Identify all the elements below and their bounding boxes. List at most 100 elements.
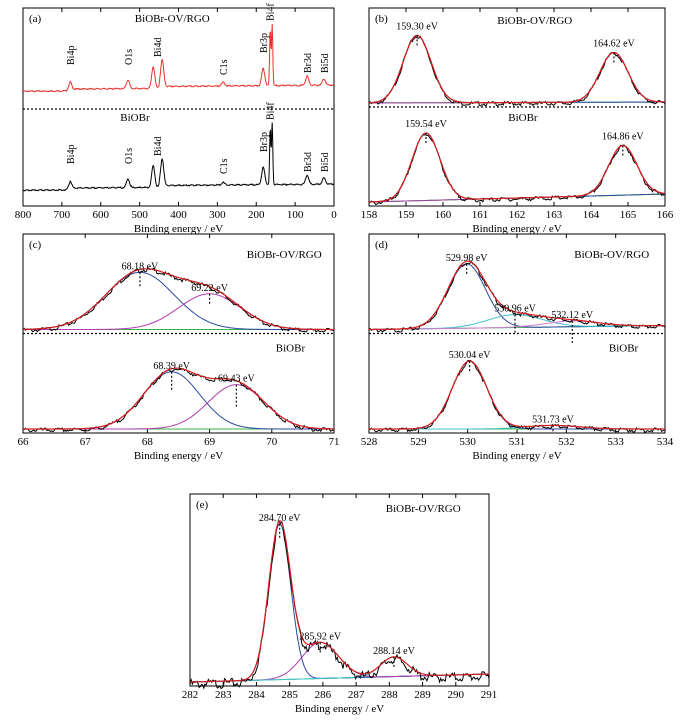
component-curve: [369, 360, 665, 430]
x-tick-label: 160: [435, 209, 452, 221]
element-label: Bi4f: [265, 3, 276, 21]
plot-frame: [22, 7, 335, 207]
x-axis-label: Binding energy / eV: [295, 703, 384, 715]
peak-value-label: 532.12 eV: [551, 310, 593, 321]
x-tick-label: 800: [15, 209, 32, 221]
x-tick-label: 162: [509, 209, 526, 221]
sample-name: BiOBr-OV/RGO: [574, 249, 649, 261]
element-label: Bi5d: [320, 153, 331, 172]
x-tick-label: 68: [142, 436, 154, 448]
peak-value-label: 69.43 eV: [218, 374, 255, 385]
component-curve: [23, 384, 334, 430]
x-tick-label: 286: [315, 689, 332, 701]
envelope-line: [23, 367, 334, 430]
sample-name: BiOBr-OV/RGO: [497, 15, 572, 27]
x-tick-label: 531: [509, 436, 526, 448]
element-label: O1s: [124, 148, 135, 164]
x-tick-label: 70: [266, 436, 278, 448]
survey-spectrum-line: [23, 122, 335, 192]
x-tick-label: 291: [481, 689, 498, 701]
x-tick-label: 700: [54, 209, 71, 221]
peak-value-label: 68.18 eV: [122, 261, 159, 272]
x-tick-label: 300: [209, 209, 226, 221]
element-label: C1s: [219, 59, 230, 75]
x-tick-label: 283: [215, 689, 232, 701]
plot-frame: [189, 493, 490, 687]
panel-label: (e): [196, 499, 209, 511]
panel-a-survey: 800 700 600 500 400 300 200 100 0 Binding energy …: [15, 3, 338, 235]
peak-value-label: 159.30 eV: [396, 21, 438, 32]
peak-value-label: 164.62 eV: [593, 38, 635, 49]
peak-value-label: 529.98 eV: [446, 253, 488, 264]
raw-data-line: [368, 35, 666, 107]
x-tick-label: 284: [248, 689, 265, 701]
raw-data-line: [22, 368, 335, 433]
element-label: Br3p: [259, 33, 270, 53]
panel-label: (b): [375, 13, 388, 25]
panel-d-o1s: 528 529 530 531 532 533 534 Binding energy / eV…: [361, 233, 674, 462]
element-label: Bi4p: [66, 46, 77, 65]
peak-value-label: 288.14 eV: [373, 646, 415, 657]
x-tick-label: 287: [348, 689, 365, 701]
peak-value-label: 284.70 eV: [259, 513, 301, 524]
element-label: Bi4d: [153, 38, 164, 57]
component-curve: [190, 523, 489, 683]
sample-name: BiOBr-OV/RGO: [247, 249, 322, 261]
sample-name: BiOBr: [508, 112, 538, 124]
sample-name: BiOBr: [609, 343, 639, 355]
raw-data-line: [368, 134, 665, 205]
x-tick-label: 165: [620, 209, 637, 221]
sample-name: BiOBr-OV/RGO: [135, 13, 210, 25]
sample-name: BiOBr: [276, 343, 306, 355]
x-tick-label: 166: [657, 209, 674, 221]
envelope-line: [369, 260, 665, 331]
x-tick-label: 282: [182, 689, 199, 701]
component-curve: [23, 271, 334, 330]
envelope-line: [190, 519, 489, 683]
x-tick-label: 288: [381, 689, 398, 701]
x-tick-label: 290: [448, 689, 465, 701]
peak-value-label: 69.22 eV: [191, 283, 228, 294]
raw-data-line: [368, 359, 666, 433]
panel-label: (a): [29, 13, 42, 25]
raw-data-line: [189, 520, 490, 690]
sample-name: BiOBr: [120, 112, 150, 124]
x-axis-label: Binding energy / eV: [472, 450, 561, 462]
component-curve: [190, 656, 489, 683]
x-tick-label: 159: [398, 209, 415, 221]
x-axis-label: Binding energy / eV: [134, 223, 223, 235]
x-tick-label: 289: [414, 689, 431, 701]
peak-value-label: 530.96 eV: [494, 304, 536, 315]
x-tick-label: 400: [170, 209, 187, 221]
raw-data-line: [22, 267, 335, 333]
panel-label: (c): [29, 239, 42, 251]
element-label: C1s: [219, 158, 230, 174]
envelope-line: [368, 34, 665, 104]
peak-value-label: 285.92 eV: [299, 631, 341, 642]
x-tick-label: 528: [361, 436, 378, 448]
peak-value-label: 159.54 eV: [405, 119, 447, 130]
x-tick-label: 71: [329, 436, 340, 448]
x-tick-label: 530: [459, 436, 476, 448]
x-tick-label: 534: [657, 436, 674, 448]
envelope-line: [368, 132, 666, 203]
x-tick-label: 161: [472, 209, 489, 221]
raw-data-line: [368, 260, 666, 333]
envelope-line: [369, 360, 665, 430]
x-tick-label: 285: [281, 689, 298, 701]
component-curve: [369, 263, 665, 330]
panel-e-c1s: 282 283 284 285 286 287 288 289 290 291 Binding en…: [182, 493, 498, 715]
x-axis-label: Binding energy / eV: [472, 223, 561, 235]
peak-value-label: 164.86 eV: [602, 131, 644, 142]
element-label: Bi4d: [153, 137, 164, 156]
element-label: Bi4p: [66, 145, 77, 164]
x-tick-label: 163: [546, 209, 563, 221]
sample-name: BiOBr-OV/RGO: [386, 503, 461, 515]
x-tick-label: 500: [131, 209, 148, 221]
element-label: Bi5d: [320, 54, 331, 73]
x-tick-label: 100: [287, 209, 304, 221]
panel-c-br3d: 66 67 68 69 70 71 Binding energy / eV (c) BiOBr-…: [18, 233, 340, 462]
x-tick-label: 533: [607, 436, 624, 448]
x-tick-label: 158: [361, 209, 378, 221]
x-tick-label: 532: [558, 436, 575, 448]
